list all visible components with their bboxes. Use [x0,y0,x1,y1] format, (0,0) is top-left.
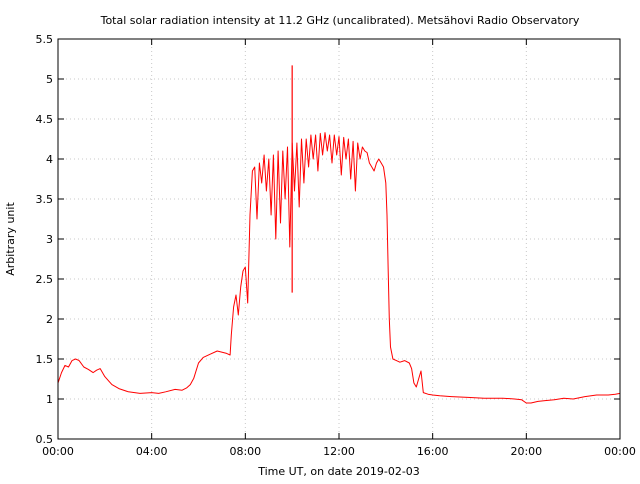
y-tick-label: 2 [46,313,53,326]
series-polyline [57,132,621,404]
x-tick-label: 04:00 [136,445,168,458]
x-tick-label: 00:00 [42,445,74,458]
y-tick-label: 1.5 [36,353,54,366]
axis-ticks [57,38,621,440]
x-tick-label: 08:00 [229,445,261,458]
y-tick-label: 3 [46,233,53,246]
y-tick-label: 0.5 [36,433,54,446]
x-tick-label: 00:00 [604,445,636,458]
axis-tick-labels: 0.5 1 1.5 2 2.5 3 3.5 4 4.5 5 5.5 00:00 04:00 08:00 12… [36,33,636,458]
chart-title: Total solar radiation intensity at 11.2 … [100,14,580,27]
y-tick-label: 5 [46,73,53,86]
series-line [57,65,621,404]
x-tick-label: 12:00 [323,445,355,458]
y-tick-label: 5.5 [36,33,54,46]
y-axis-label: Arbitrary unit [4,202,17,276]
grid-lines [58,39,620,439]
y-tick-label: 4 [46,153,53,166]
y-tick-label: 4.5 [36,113,54,126]
y-tick-label: 1 [46,393,53,406]
y-tick-label: 2.5 [36,273,54,286]
y-tick-label: 3.5 [36,193,54,206]
x-tick-label: 20:00 [510,445,542,458]
x-tick-label: 16:00 [417,445,449,458]
x-axis-label: Time UT, on date 2019-02-03 [257,465,420,478]
